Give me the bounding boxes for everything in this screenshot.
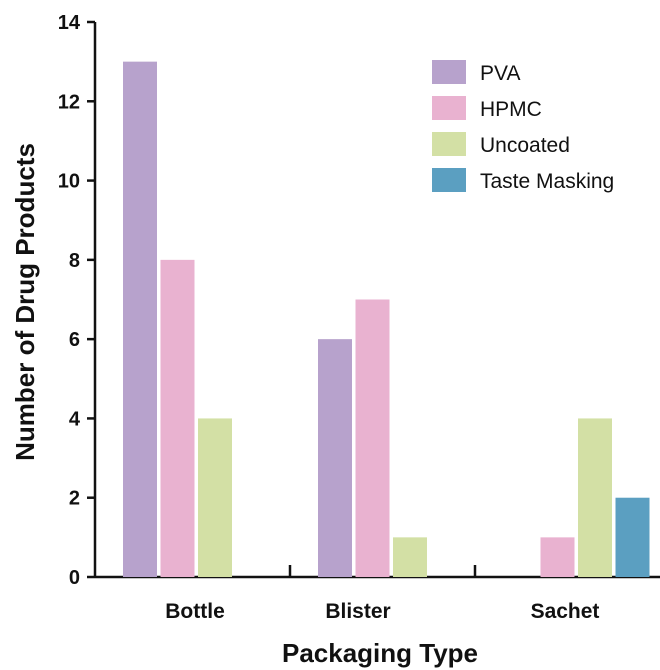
bar-pva-blister xyxy=(318,339,352,577)
y-tick-label: 10 xyxy=(58,171,80,193)
x-category-label: Blister xyxy=(325,600,390,623)
legend-swatch xyxy=(432,96,466,120)
x-axis-title: Packaging Type xyxy=(282,638,478,668)
y-axis: 0 2 4 6 8 10 12 14 xyxy=(58,12,97,589)
bar-uncoated-sachet xyxy=(578,418,612,577)
legend-swatch xyxy=(432,168,466,192)
legend: PVA HPMC Uncoated Taste Masking xyxy=(432,60,614,193)
bar-hpmc-blister xyxy=(355,299,390,577)
legend-label: Uncoated xyxy=(480,134,570,157)
bar-uncoated-blister xyxy=(393,537,427,577)
y-tick-label: 14 xyxy=(58,12,81,34)
legend-swatch xyxy=(432,132,466,156)
bar-pva-bottle xyxy=(123,61,157,577)
bar-taste-masking-sachet xyxy=(615,497,650,577)
y-tick-label: 2 xyxy=(69,488,80,510)
bar-hpmc-sachet xyxy=(540,537,575,577)
y-tick-label: 12 xyxy=(58,91,80,113)
y-tick-label: 6 xyxy=(69,329,80,351)
bar-hpmc-bottle xyxy=(160,259,195,577)
y-tick-label: 8 xyxy=(69,250,80,272)
x-category-label: Bottle xyxy=(165,600,225,623)
legend-label: Taste Masking xyxy=(480,170,614,193)
legend-label: HPMC xyxy=(480,98,542,121)
x-category-label: Sachet xyxy=(531,600,600,623)
y-axis-title: Number of Drug Products xyxy=(10,143,40,461)
legend-label: PVA xyxy=(480,62,520,85)
legend-swatch xyxy=(432,60,466,84)
bar-uncoated-bottle xyxy=(198,418,232,577)
y-tick-label: 4 xyxy=(69,408,81,430)
y-tick-label: 0 xyxy=(69,567,80,589)
bars xyxy=(123,61,650,577)
